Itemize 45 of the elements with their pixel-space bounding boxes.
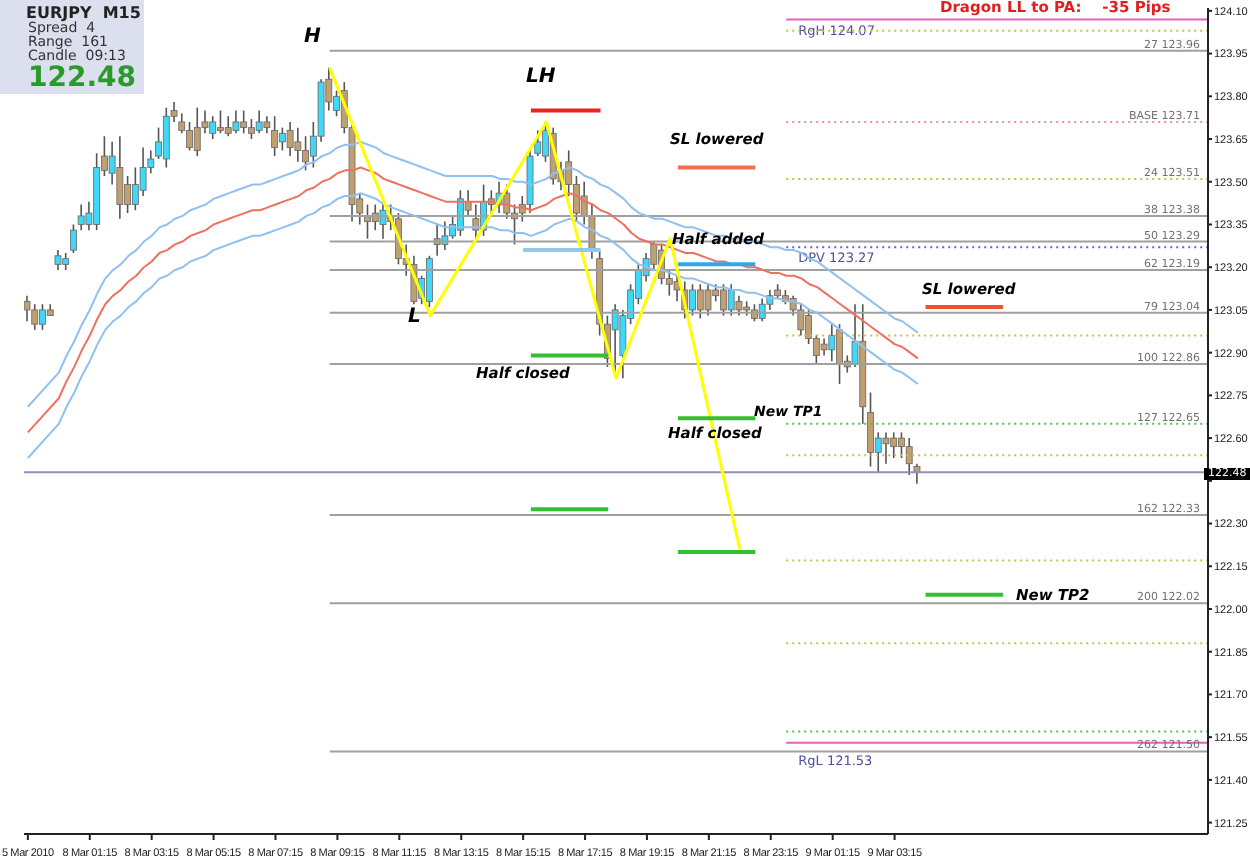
candlestick: [24, 294, 31, 323]
candlestick: [727, 283, 735, 317]
candlestick: [696, 283, 704, 320]
candlestick: [302, 135, 309, 172]
candlestick: [54, 249, 62, 271]
candlestick: [673, 274, 681, 303]
candlestick: [890, 431, 898, 459]
candlestick: [39, 303, 46, 331]
candlestick: [286, 121, 294, 157]
candlestick: [124, 175, 131, 214]
candlestick: [116, 135, 124, 220]
candlestick: [186, 121, 193, 152]
candlestick: [836, 323, 843, 385]
candlestick: [193, 106, 201, 157]
candlestick: [240, 109, 248, 135]
candlestick: [70, 223, 77, 254]
annotation: L: [408, 306, 421, 328]
chart-title: EURJPY M15: [26, 4, 141, 22]
candlestick: [704, 283, 712, 317]
candlestick: [209, 115, 217, 140]
candlestick: [255, 109, 263, 135]
candlestick: [472, 203, 480, 240]
line-series: [26, 192, 919, 460]
candlestick: [828, 323, 836, 362]
candlestick: [271, 115, 279, 157]
candlestick: [689, 283, 696, 317]
candlestick: [426, 255, 433, 308]
candlestick: [232, 109, 240, 135]
candlestick: [162, 106, 170, 169]
candlestick: [735, 294, 743, 317]
candlestick: [797, 303, 805, 337]
candlestick: [905, 437, 913, 476]
annotation: LH: [526, 66, 556, 88]
candlestick: [611, 303, 619, 374]
annotation: H: [304, 26, 321, 48]
candlestick: [294, 126, 302, 163]
candlestick: [77, 203, 85, 231]
candlestick: [217, 109, 224, 135]
candlestick: [882, 431, 890, 465]
candlestick: [224, 115, 232, 137]
candlestick: [278, 126, 286, 152]
candlestick: [720, 283, 727, 317]
annotation: 122.48: [28, 62, 137, 95]
candlestick: [248, 118, 255, 140]
candlestick: [31, 303, 39, 331]
